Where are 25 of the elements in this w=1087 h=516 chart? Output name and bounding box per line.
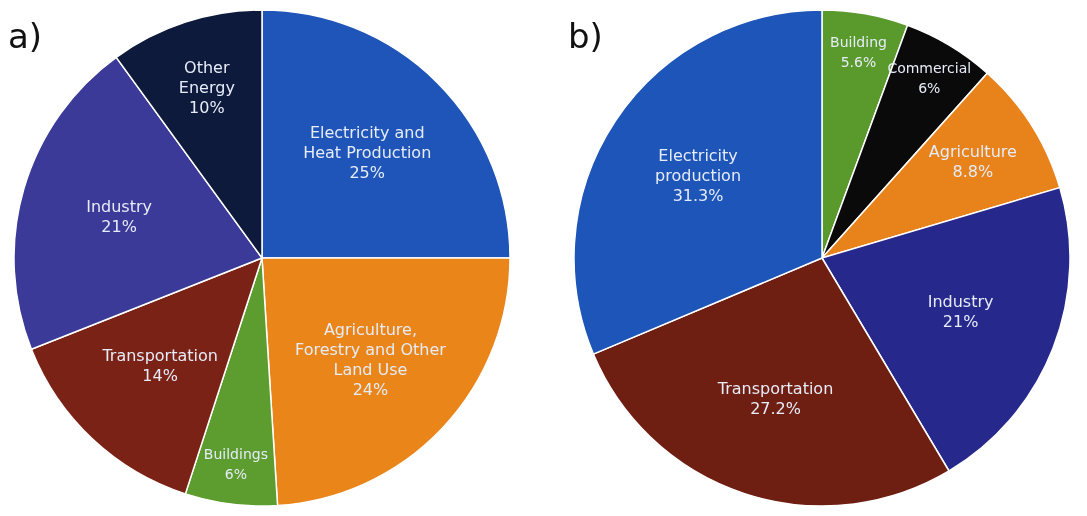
- slice-label: Other Energy: [178, 57, 235, 97]
- data-label: 31.3%: [672, 185, 724, 205]
- slice-label: Industry: [86, 195, 153, 215]
- data-label: 6%: [224, 465, 247, 482]
- slice-label: Electricity and Heat Production: [303, 122, 432, 162]
- slice-label: Electricity production: [655, 145, 742, 185]
- slice-label: Building: [830, 33, 887, 50]
- slice-label: Agriculture: [928, 141, 1017, 161]
- slice-label: Buildings: [203, 445, 268, 462]
- slice-label: Industry: [927, 291, 994, 311]
- data-label: 5.6%: [840, 53, 877, 70]
- chart-title: a): [8, 16, 43, 56]
- data-label: 21%: [942, 311, 979, 331]
- slice-label: Transportation: [101, 345, 218, 365]
- data-label: 8.8%: [952, 161, 994, 181]
- data-label: 27.2%: [750, 398, 801, 418]
- data-label: 10%: [189, 97, 225, 117]
- data-label: 14%: [142, 365, 178, 385]
- data-label: 21%: [101, 215, 137, 235]
- data-label: 24%: [352, 379, 389, 399]
- chart-title: b): [568, 16, 603, 56]
- data-label: 25%: [349, 162, 385, 182]
- slice-label: Transportation: [716, 378, 834, 398]
- data-label: 6%: [918, 80, 941, 97]
- slice-label: Agriculture, Forestry and Other Land Use: [295, 319, 447, 379]
